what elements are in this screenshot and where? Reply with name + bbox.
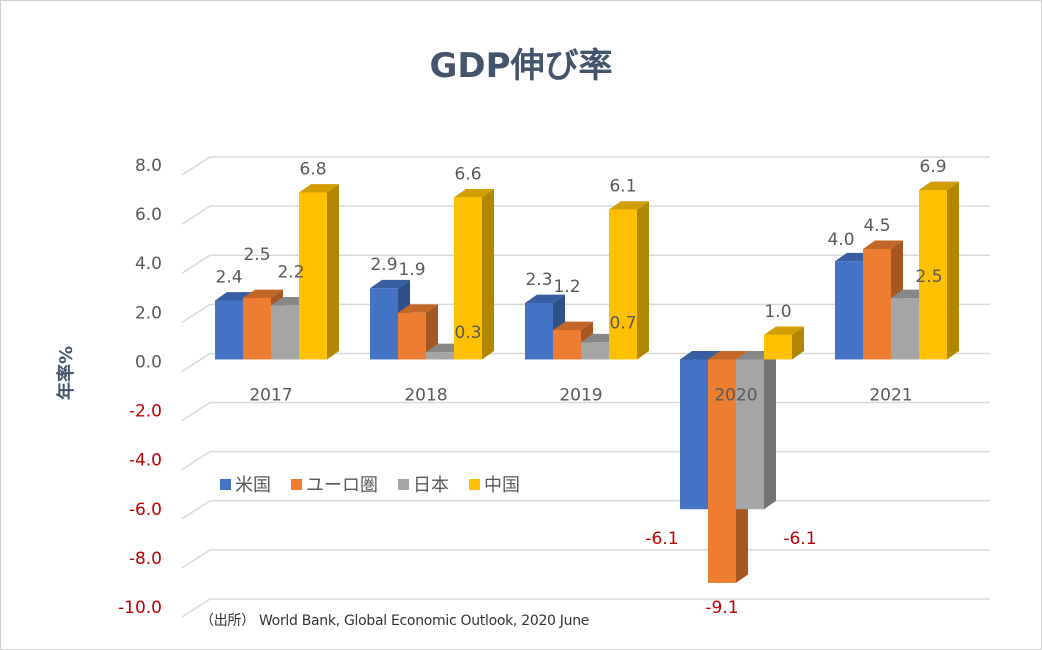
data-label: 2.5	[243, 245, 270, 265]
y-tick-label: -4.0	[129, 451, 162, 471]
x-tick-labels: 2017 2018 2019 2020 2021	[249, 385, 912, 405]
legend-swatch	[398, 478, 409, 490]
data-label: 2.4	[215, 268, 242, 288]
y-tick-label: -8.0	[129, 549, 162, 569]
data-label: 2.9	[370, 255, 397, 275]
source-note: （出所） World Bank, Global Economic Outlook…	[200, 613, 590, 629]
data-label: 6.8	[299, 159, 326, 179]
gridline	[181, 205, 990, 225]
legend-label: 米国	[235, 475, 271, 496]
x-tick-label: 2019	[559, 385, 602, 405]
data-label: 1.9	[398, 260, 425, 280]
bar-2018-ユーロ圏	[398, 304, 438, 360]
data-label: 6.6	[454, 164, 481, 184]
data-label: 0.3	[454, 323, 481, 343]
data-label: 2.5	[915, 267, 942, 287]
data-label: -9.1	[705, 598, 738, 618]
y-tick-label: -6.0	[129, 500, 162, 520]
y-tick-label: 6.0	[135, 205, 162, 225]
legend-swatch	[220, 478, 231, 490]
gridline	[181, 598, 990, 618]
bars	[215, 181, 959, 583]
chart-title: GDP伸び率	[429, 46, 613, 86]
y-tick-label: -10.0	[118, 598, 162, 618]
x-tick-label: 2018	[404, 385, 447, 405]
legend-label: 中国	[484, 475, 520, 496]
bar-2018-中国	[454, 188, 494, 360]
data-labels: 2.42.52.26.82.9 1.90.36.62.3 1.20.76.1-6.1…	[215, 157, 946, 618]
gridline	[181, 500, 990, 520]
gridline	[181, 303, 990, 323]
x-tick-label: 2017	[249, 385, 292, 405]
bar-2021-中国	[919, 181, 959, 360]
bar-2020-中国	[764, 326, 804, 360]
data-label: 4.0	[827, 230, 854, 250]
y-tick-label: 0.0	[135, 352, 162, 372]
data-label: 6.9	[919, 157, 946, 177]
x-tick-label: 2021	[869, 385, 912, 405]
legend-item: ユーロ圏	[291, 471, 378, 497]
bar-2020-日本	[736, 351, 776, 510]
legend-item: 中国	[469, 471, 520, 497]
gridline	[181, 156, 990, 176]
data-label: -6.1	[783, 529, 816, 549]
data-label: 0.7	[609, 313, 636, 333]
data-label: 1.2	[553, 277, 580, 297]
legend-item: 日本	[398, 471, 449, 497]
data-label: 2.3	[525, 270, 552, 290]
data-label: 4.5	[863, 216, 890, 236]
data-label: 1.0	[764, 302, 791, 322]
y-tick-label: 2.0	[135, 303, 162, 323]
y-tick-label: -2.0	[129, 402, 162, 422]
data-label: -6.1	[645, 529, 678, 549]
y-tick-label: 4.0	[135, 254, 162, 274]
bar-2017-中国	[299, 184, 339, 360]
x-tick-label: 2020	[714, 385, 757, 405]
legend: 米国 ユーロ圏 日本 中国	[220, 471, 520, 497]
y-tick-labels: 8.0 6.0 4.0 2.0 0.0 -2.0 -4.0 -6.0 -8.0 -10.0	[118, 156, 162, 618]
gridline	[181, 549, 990, 569]
legend-label: 日本	[413, 475, 449, 496]
gridline	[181, 254, 990, 274]
legend-swatch	[469, 478, 480, 490]
legend-item: 米国	[220, 471, 271, 497]
bar-2019-中国	[609, 201, 649, 360]
legend-swatch	[291, 478, 302, 490]
data-label: 6.1	[609, 177, 636, 197]
gridline	[181, 450, 990, 471]
legend-label: ユーロ圏	[306, 475, 378, 496]
y-tick-label: 8.0	[135, 156, 162, 176]
data-label: 2.2	[277, 262, 304, 282]
